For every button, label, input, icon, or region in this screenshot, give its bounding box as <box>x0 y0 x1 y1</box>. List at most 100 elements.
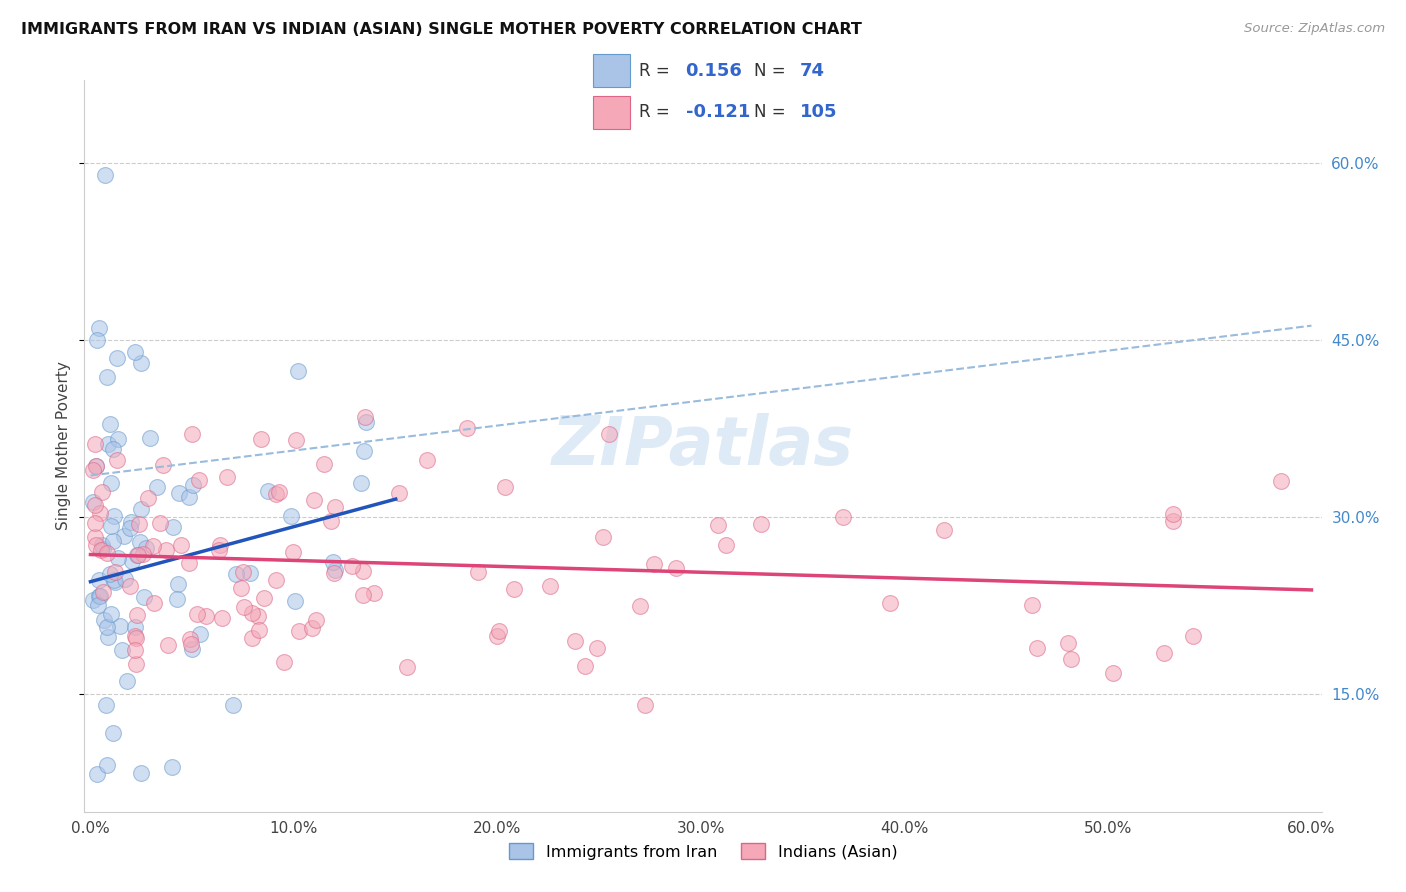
Point <box>101 726 124 740</box>
Point <box>181 642 204 657</box>
Point <box>86 767 108 781</box>
Point <box>160 760 183 774</box>
Point <box>353 444 375 458</box>
Point <box>1153 646 1175 660</box>
Point <box>225 567 247 582</box>
Point <box>250 432 273 446</box>
Point <box>89 506 111 520</box>
Point <box>132 547 155 561</box>
Point <box>131 501 153 516</box>
Point <box>354 409 377 424</box>
Point <box>832 510 855 524</box>
Point <box>97 437 120 451</box>
Point <box>131 765 153 780</box>
Y-axis label: Single Mother Poverty: Single Mother Poverty <box>56 361 72 531</box>
Point <box>350 476 373 491</box>
Point <box>120 579 142 593</box>
Point <box>253 591 276 606</box>
Point <box>494 480 516 494</box>
Point <box>665 561 688 575</box>
Text: IMMIGRANTS FROM IRAN VS INDIAN (ASIAN) SINGLE MOTHER POVERTY CORRELATION CHART: IMMIGRANTS FROM IRAN VS INDIAN (ASIAN) S… <box>21 22 862 37</box>
Point <box>179 632 201 646</box>
Bar <box>593 96 630 129</box>
Text: R =: R = <box>640 103 669 121</box>
Point <box>1102 666 1125 681</box>
Point <box>114 572 136 586</box>
Point <box>256 483 278 498</box>
Point <box>127 548 149 562</box>
Point <box>240 631 263 645</box>
Point <box>486 629 509 643</box>
Point <box>117 673 139 688</box>
Point <box>124 643 146 657</box>
Point <box>107 551 129 566</box>
Point <box>98 417 121 432</box>
Point <box>1021 598 1043 612</box>
Point <box>232 600 254 615</box>
Point <box>124 344 146 359</box>
Point <box>100 519 122 533</box>
Text: 105: 105 <box>800 103 838 121</box>
Point <box>93 168 115 182</box>
Point <box>121 554 143 568</box>
Point <box>110 642 132 657</box>
Point <box>267 485 290 500</box>
Point <box>107 432 129 446</box>
Point <box>177 490 200 504</box>
Point <box>100 475 122 490</box>
Point <box>217 470 239 484</box>
Point <box>125 608 148 623</box>
Point <box>105 351 128 365</box>
Point <box>195 609 218 624</box>
Point <box>714 538 737 552</box>
Point <box>388 485 411 500</box>
Point <box>125 548 148 562</box>
Point <box>87 574 110 588</box>
Point <box>84 458 107 473</box>
Point <box>305 613 328 627</box>
Point <box>87 321 110 335</box>
Point <box>103 508 125 523</box>
Point <box>166 591 188 606</box>
Point <box>322 566 344 580</box>
Point <box>132 591 155 605</box>
Point <box>83 530 105 544</box>
Text: N =: N = <box>754 103 785 121</box>
Point <box>82 462 104 476</box>
Point <box>280 508 302 523</box>
Point <box>139 431 162 445</box>
Text: Source: ZipAtlas.com: Source: ZipAtlas.com <box>1244 22 1385 36</box>
Point <box>149 516 172 531</box>
Point <box>287 364 309 378</box>
Point <box>586 640 609 655</box>
Point <box>124 620 146 634</box>
Point <box>101 442 124 457</box>
Point <box>134 541 156 556</box>
Point <box>302 492 325 507</box>
Point <box>129 534 152 549</box>
Point <box>125 657 148 672</box>
Text: 0.156: 0.156 <box>686 62 742 79</box>
Point <box>84 538 107 552</box>
Point <box>83 498 105 512</box>
Point <box>314 458 336 472</box>
Point <box>321 514 343 528</box>
Point <box>89 590 111 604</box>
Point <box>187 473 209 487</box>
Point <box>592 530 614 544</box>
Point <box>284 433 307 447</box>
Point <box>101 534 124 549</box>
Point <box>162 520 184 534</box>
Point <box>112 529 135 543</box>
Point <box>83 436 105 450</box>
Point <box>264 573 287 587</box>
Point <box>146 480 169 494</box>
Point <box>108 619 131 633</box>
Point <box>628 599 651 613</box>
Point <box>416 453 439 467</box>
Point <box>598 427 620 442</box>
Point <box>180 637 202 651</box>
Point <box>181 427 204 442</box>
Point <box>170 538 193 552</box>
Point <box>82 495 104 509</box>
